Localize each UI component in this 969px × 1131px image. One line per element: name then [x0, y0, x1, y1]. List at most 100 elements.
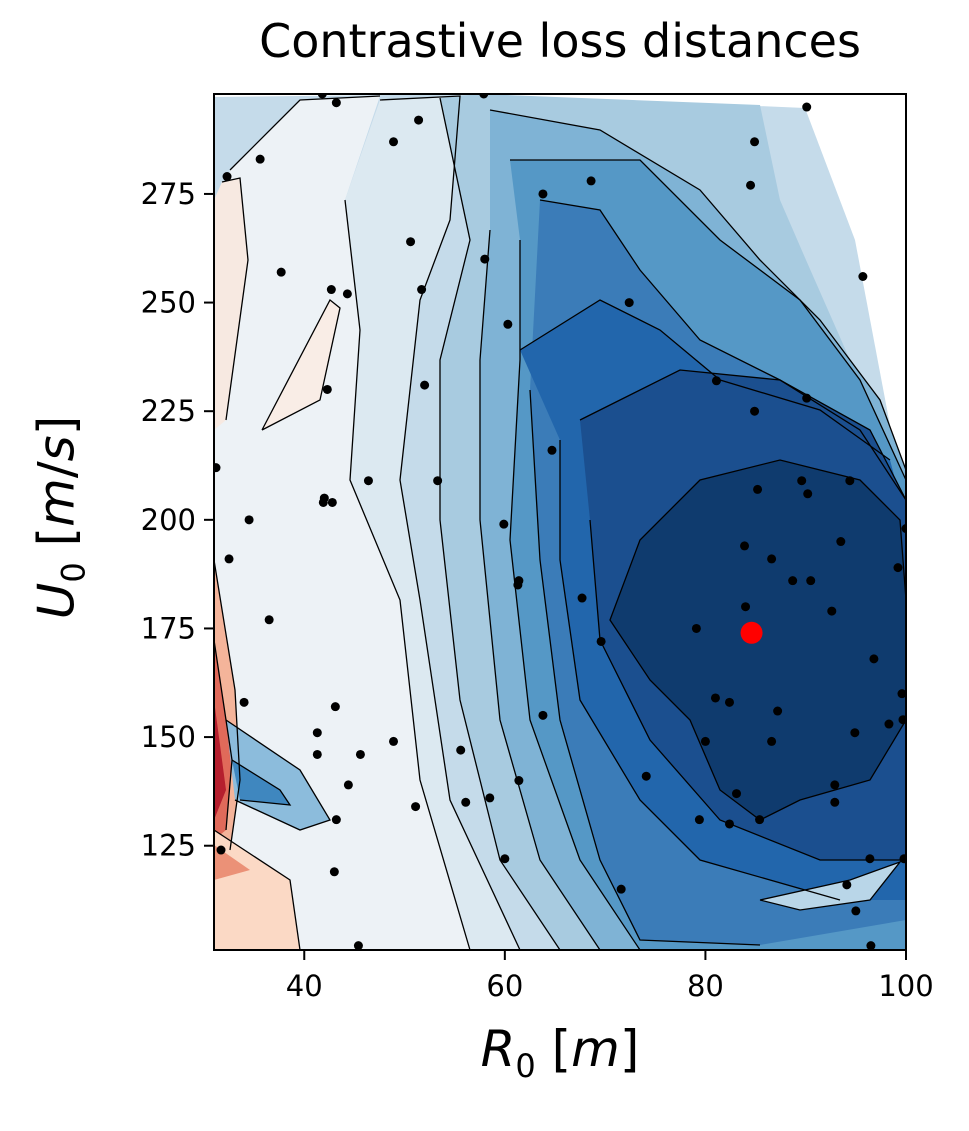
sample-point: [480, 254, 490, 264]
sample-point: [724, 697, 734, 707]
sample-point: [710, 693, 720, 703]
x-axis: 40 60 80 100: [286, 950, 934, 1003]
contour-lines: [214, 95, 906, 950]
sample-point: [216, 845, 226, 855]
sample-point: [866, 941, 876, 950]
contour-region: [232, 760, 290, 805]
contour-region: [214, 178, 248, 430]
sample-point: [750, 137, 760, 147]
sample-point: [893, 563, 903, 573]
sample-point: [767, 554, 777, 564]
sample-points: [214, 94, 906, 950]
sample-point: [851, 906, 861, 916]
sample-point: [732, 789, 742, 799]
sample-point: [741, 602, 751, 612]
sample-point: [700, 736, 710, 746]
sample-point: [596, 636, 606, 646]
sample-point: [343, 780, 353, 790]
sample-point: [586, 176, 596, 186]
minimum-marker: [740, 621, 763, 644]
sample-point: [389, 137, 399, 147]
sample-point: [830, 797, 840, 807]
sample-point: [389, 736, 399, 746]
sample-point: [753, 484, 763, 494]
sample-point: [842, 880, 852, 890]
sample-point: [538, 710, 548, 720]
sample-point: [827, 606, 837, 616]
sample-point: [479, 94, 489, 99]
sample-point: [624, 298, 634, 308]
sample-point: [331, 98, 341, 108]
sample-point: [788, 576, 798, 586]
y-tick-label: 250: [141, 286, 196, 320]
y-tick-label: 175: [141, 611, 196, 645]
x-tick-label: 80: [687, 969, 724, 1003]
sample-point: [694, 815, 704, 825]
sample-point: [353, 941, 363, 950]
sample-point: [802, 102, 812, 112]
x-axis-label: R0 [m]: [480, 1020, 640, 1085]
sample-point: [317, 94, 327, 99]
sample-point: [499, 519, 509, 529]
sample-point: [767, 736, 777, 746]
chart-title: Contrastive loss distances: [259, 14, 861, 68]
sample-point: [327, 497, 337, 507]
sample-point: [898, 715, 906, 725]
sample-point: [869, 654, 879, 664]
contour-fill-layer: [214, 94, 906, 950]
sample-point: [485, 793, 495, 803]
sample-point: [803, 489, 813, 499]
sample-point: [899, 854, 906, 864]
sample-point: [461, 797, 471, 807]
sample-point: [858, 271, 868, 281]
sample-point: [312, 749, 322, 759]
contour-region: [214, 96, 470, 950]
sample-point: [276, 267, 286, 277]
y-tick-label: 125: [141, 829, 196, 863]
sample-point: [342, 289, 352, 299]
contour-region: [760, 862, 900, 910]
sample-point: [406, 237, 416, 247]
sample-point: [417, 285, 427, 295]
contour-region: [345, 96, 520, 950]
sample-point: [244, 515, 254, 525]
sample-point: [420, 380, 430, 390]
sample-point: [641, 771, 651, 781]
sample-point: [577, 593, 587, 603]
sample-point: [500, 854, 510, 864]
sample-point: [691, 623, 701, 633]
sample-point: [513, 580, 523, 590]
sample-point: [322, 384, 332, 394]
sample-point: [330, 702, 340, 712]
sample-point: [331, 815, 341, 825]
sample-point: [214, 463, 221, 473]
y-tick-label: 150: [141, 720, 196, 754]
sample-point: [740, 541, 750, 551]
sample-point: [901, 524, 906, 534]
sample-point: [806, 576, 816, 586]
sample-point: [318, 497, 328, 507]
sample-point: [797, 476, 807, 486]
sample-point: [865, 854, 875, 864]
sample-point: [355, 749, 365, 759]
sample-point: [750, 406, 760, 416]
sample-point: [312, 728, 322, 738]
sample-point: [514, 776, 524, 786]
sample-point: [547, 445, 557, 455]
sample-point: [456, 745, 466, 755]
sample-point: [755, 815, 765, 825]
sample-point: [326, 285, 336, 295]
sample-point: [414, 115, 424, 125]
sample-point: [773, 706, 783, 716]
sample-point: [255, 154, 265, 164]
sample-point: [746, 180, 756, 190]
sample-point: [724, 819, 734, 829]
sample-point: [850, 728, 860, 738]
sample-point: [433, 476, 443, 486]
sample-point: [363, 476, 373, 486]
sample-point: [845, 476, 855, 486]
sample-point: [224, 554, 234, 564]
contour-region: [214, 700, 226, 820]
contour-region: [226, 720, 330, 830]
